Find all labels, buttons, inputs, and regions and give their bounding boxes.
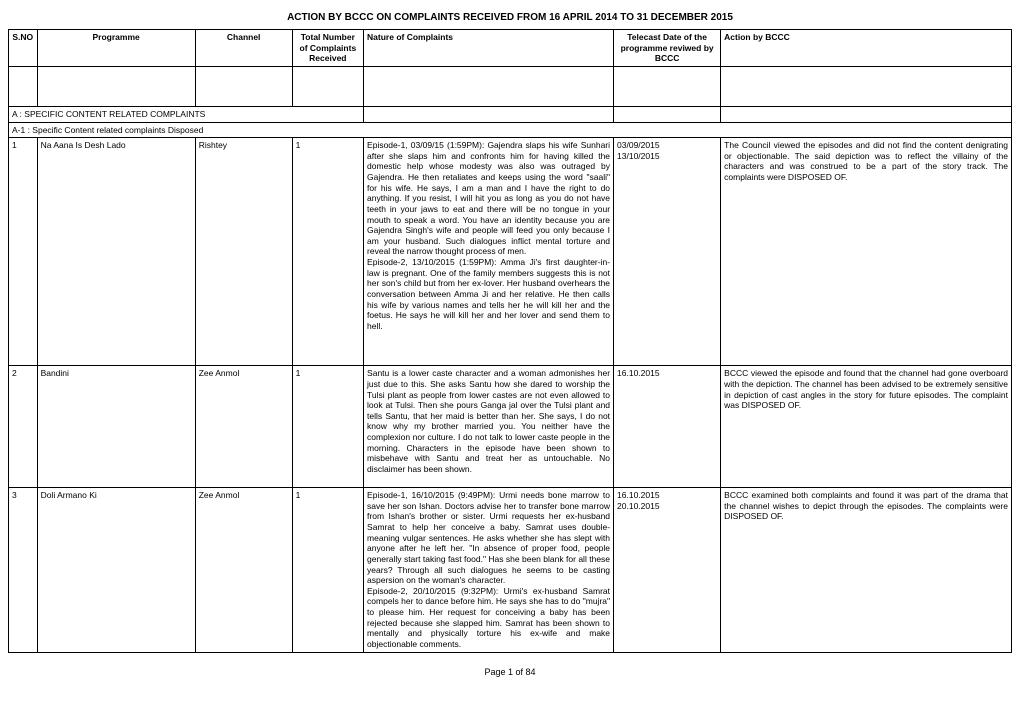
- page-footer: Page 1 of 84: [8, 653, 1012, 677]
- cell-programme: Na Aana Is Desh Lado: [37, 138, 195, 366]
- section-a1-label: A-1 : Specific Content related complaint…: [9, 122, 1012, 138]
- cell-programme: Bandini: [37, 366, 195, 488]
- table-row: 3 Doli Armano Ki Zee Anmol 1 Episode-1, …: [9, 488, 1012, 652]
- section-a-label: A : SPECIFIC CONTENT RELATED COMPLAINTS: [9, 106, 364, 122]
- cell-total: 1: [292, 366, 363, 488]
- cell-programme: Doli Armano Ki: [37, 488, 195, 652]
- header-programme: Programme: [37, 30, 195, 67]
- table-row: 2 Bandini Zee Anmol 1 Santu is a lower c…: [9, 366, 1012, 488]
- cell-total: 1: [292, 488, 363, 652]
- cell-action: BCCC viewed the episode and found that t…: [721, 366, 1012, 488]
- cell-date: 03/09/201513/10/2015: [614, 138, 721, 366]
- cell-channel: Zee Anmol: [195, 366, 292, 488]
- cell-action: BCCC examined both complaints and found …: [721, 488, 1012, 652]
- cell-nature: Episode-1, 16/10/2015 (9:49PM): Urmi nee…: [364, 488, 614, 652]
- cell-nature: Santu is a lower caste character and a w…: [364, 366, 614, 488]
- cell-total: 1: [292, 138, 363, 366]
- header-action: Action by BCCC: [721, 30, 1012, 67]
- cell-channel: Zee Anmol: [195, 488, 292, 652]
- header-total: Total Number of Complaints Received: [292, 30, 363, 67]
- header-sno: S.NO: [9, 30, 38, 67]
- cell-sno: 1: [9, 138, 38, 366]
- table-header-row: S.NO Programme Channel Total Number of C…: [9, 30, 1012, 67]
- page-title: ACTION BY BCCC ON COMPLAINTS RECEIVED FR…: [8, 8, 1012, 29]
- cell-sno: 2: [9, 366, 38, 488]
- spacer-row: [9, 66, 1012, 106]
- cell-channel: Rishtey: [195, 138, 292, 366]
- header-nature: Nature of Complaints: [364, 30, 614, 67]
- table-row: 1 Na Aana Is Desh Lado Rishtey 1 Episode…: [9, 138, 1012, 366]
- cell-sno: 3: [9, 488, 38, 652]
- cell-action: The Council viewed the episodes and did …: [721, 138, 1012, 366]
- cell-date: 16.10.2015: [614, 366, 721, 488]
- complaints-table: S.NO Programme Channel Total Number of C…: [8, 29, 1012, 653]
- header-date: Telecast Date of the programme reviwed b…: [614, 30, 721, 67]
- cell-nature: Episode-1, 03/09/15 (1:59PM): Gajendra s…: [364, 138, 614, 366]
- section-a1-row: A-1 : Specific Content related complaint…: [9, 122, 1012, 138]
- header-channel: Channel: [195, 30, 292, 67]
- cell-date: 16.10.201520.10.2015: [614, 488, 721, 652]
- section-a-row: A : SPECIFIC CONTENT RELATED COMPLAINTS: [9, 106, 1012, 122]
